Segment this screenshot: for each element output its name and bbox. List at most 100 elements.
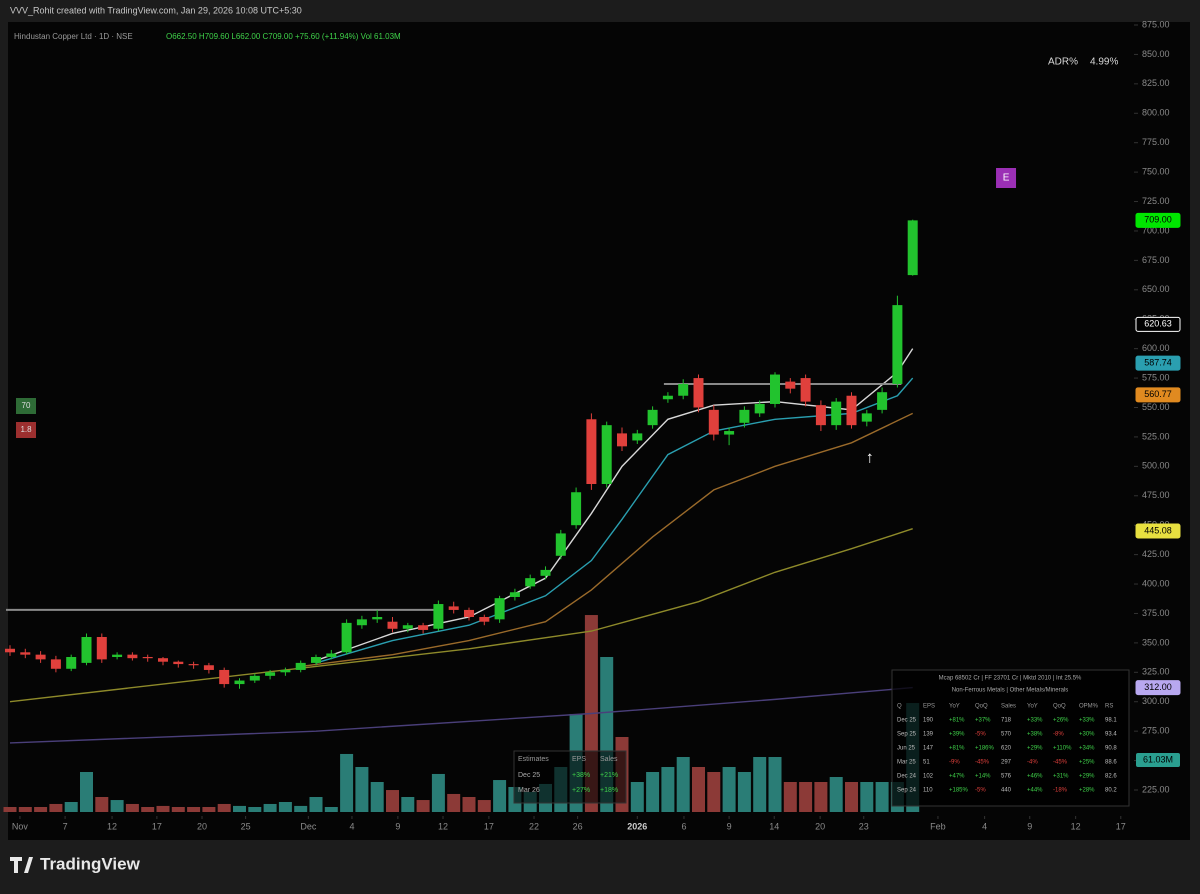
candle-body (693, 378, 704, 408)
candle-body (907, 220, 918, 276)
candle-body (418, 625, 429, 630)
fundamentals-header: EPS (923, 704, 935, 710)
volume-bar (171, 807, 185, 812)
candle-body (815, 405, 826, 426)
candle-body (326, 653, 337, 658)
candle-body (540, 569, 551, 576)
ohlc: O662.50 H709.60 L662.00 C709.00 +75.60 (… (166, 32, 401, 41)
y-tick-label: 550.00 (1142, 402, 1170, 412)
y-tick-label: 225.00 (1142, 784, 1170, 794)
footer-logo: TradingView (10, 854, 141, 873)
y-tick-label: 775.00 (1142, 137, 1170, 147)
y-tick-label: 825.00 (1142, 78, 1170, 88)
x-tick-label: 17 (484, 821, 494, 831)
fundamentals-header: RS (1105, 704, 1113, 710)
candle-body (892, 305, 903, 384)
candle-body (356, 619, 367, 626)
fundamentals-cell: 102 (923, 774, 934, 780)
price-tag (1135, 316, 1181, 332)
adr-label: ADR% (1048, 57, 1078, 68)
fundamentals-cell: -4% (1027, 760, 1038, 766)
volume-bar (248, 807, 262, 812)
candle-body (479, 616, 490, 622)
y-tick-label: 850.00 (1142, 49, 1170, 59)
moving-average (9, 686, 913, 744)
earnings-marker (996, 168, 1017, 188)
fundamentals-header: Q (897, 704, 902, 710)
x-tick-label: 25 (241, 821, 251, 831)
candle-body (433, 604, 444, 629)
candle-body (494, 598, 505, 620)
volume-bar (202, 807, 216, 812)
fundamentals-cell: +186% (975, 746, 995, 752)
fundamentals-cell: Sep 25 (897, 732, 917, 738)
x-tick-label: 14 (769, 821, 779, 831)
y-tick-label: 350.00 (1142, 637, 1170, 647)
candle-body (249, 675, 260, 681)
candle-body (662, 395, 673, 400)
y-tick-label: 575.00 (1142, 372, 1170, 382)
moving-average (315, 377, 914, 664)
logo-mark (10, 857, 33, 873)
candle-body (295, 662, 306, 670)
candle-body (770, 374, 780, 404)
fundamentals-cell: +34% (1079, 746, 1095, 752)
y-tick-label: 525.00 (1142, 431, 1170, 441)
price-tag-label: 560.77 (1144, 389, 1172, 399)
volume-bar (416, 800, 430, 812)
volume-bar (324, 807, 338, 812)
fundamentals-cell: +31% (1053, 774, 1069, 780)
candle-body (724, 431, 735, 435)
credit: VVV_Rohit created with TradingView.com, … (10, 5, 302, 15)
volume-bar (18, 807, 32, 812)
y-tick-label: 875.00 (1142, 19, 1170, 29)
y-tick-label: 600.00 (1142, 343, 1170, 353)
fundamentals-cell: Mar 25 (897, 760, 916, 766)
fundamentals-cell: 93.4 (1105, 732, 1117, 738)
fundamentals-cell: 620 (1001, 746, 1012, 752)
y-tick-label: 475.00 (1142, 490, 1170, 500)
candle-body (20, 652, 31, 655)
price-tag-label: 445.08 (1144, 525, 1172, 535)
candle-body (831, 401, 842, 426)
x-tick-label: 23 (859, 821, 869, 831)
volume-bar (722, 767, 736, 812)
candle-body (785, 381, 796, 389)
volume-bar (462, 797, 476, 812)
candle-body (464, 609, 474, 617)
candle-body (632, 433, 643, 441)
fundamentals-cell: -8% (1053, 732, 1064, 738)
fundamentals-header: YoY (949, 704, 960, 710)
y-tick-label: 700.00 (1142, 225, 1170, 235)
fundamentals-cell: +81% (949, 746, 965, 752)
price-tag (1135, 387, 1181, 403)
estimates-cell: +21% (600, 772, 618, 779)
fundamentals-cell: +38% (1027, 732, 1043, 738)
volume-bar (860, 782, 874, 812)
estimates-cell: +38% (572, 772, 590, 779)
volume-bar (64, 802, 78, 812)
x-tick-label: 20 (197, 821, 207, 831)
volume-bar (661, 767, 675, 812)
candle-body (586, 419, 597, 484)
candle-body (127, 654, 138, 659)
volume-bar (156, 805, 170, 812)
candle-body (402, 625, 413, 629)
fundamentals-cell: Jun 25 (897, 746, 916, 752)
fundamentals-cell: +33% (1027, 718, 1043, 724)
x-tick-label: 2026 (627, 821, 647, 831)
fundamentals-cell: 82.6 (1105, 774, 1117, 780)
x-tick-label: 7 (63, 821, 68, 831)
fundamentals-cell: +26% (1053, 718, 1069, 724)
y-tick-label: 800.00 (1142, 108, 1170, 118)
candle-body (112, 654, 123, 658)
fundamentals-cell: +28% (1079, 788, 1095, 794)
estimates-cell: Mar 26 (518, 787, 540, 794)
fundamentals-cell: -5% (975, 788, 986, 794)
fundamentals-cell: 80.2 (1105, 788, 1117, 794)
volume-bar (646, 772, 660, 812)
x-tick-label: 17 (152, 821, 162, 831)
y-tick-label: 300.00 (1142, 696, 1170, 706)
moving-average (300, 412, 914, 668)
